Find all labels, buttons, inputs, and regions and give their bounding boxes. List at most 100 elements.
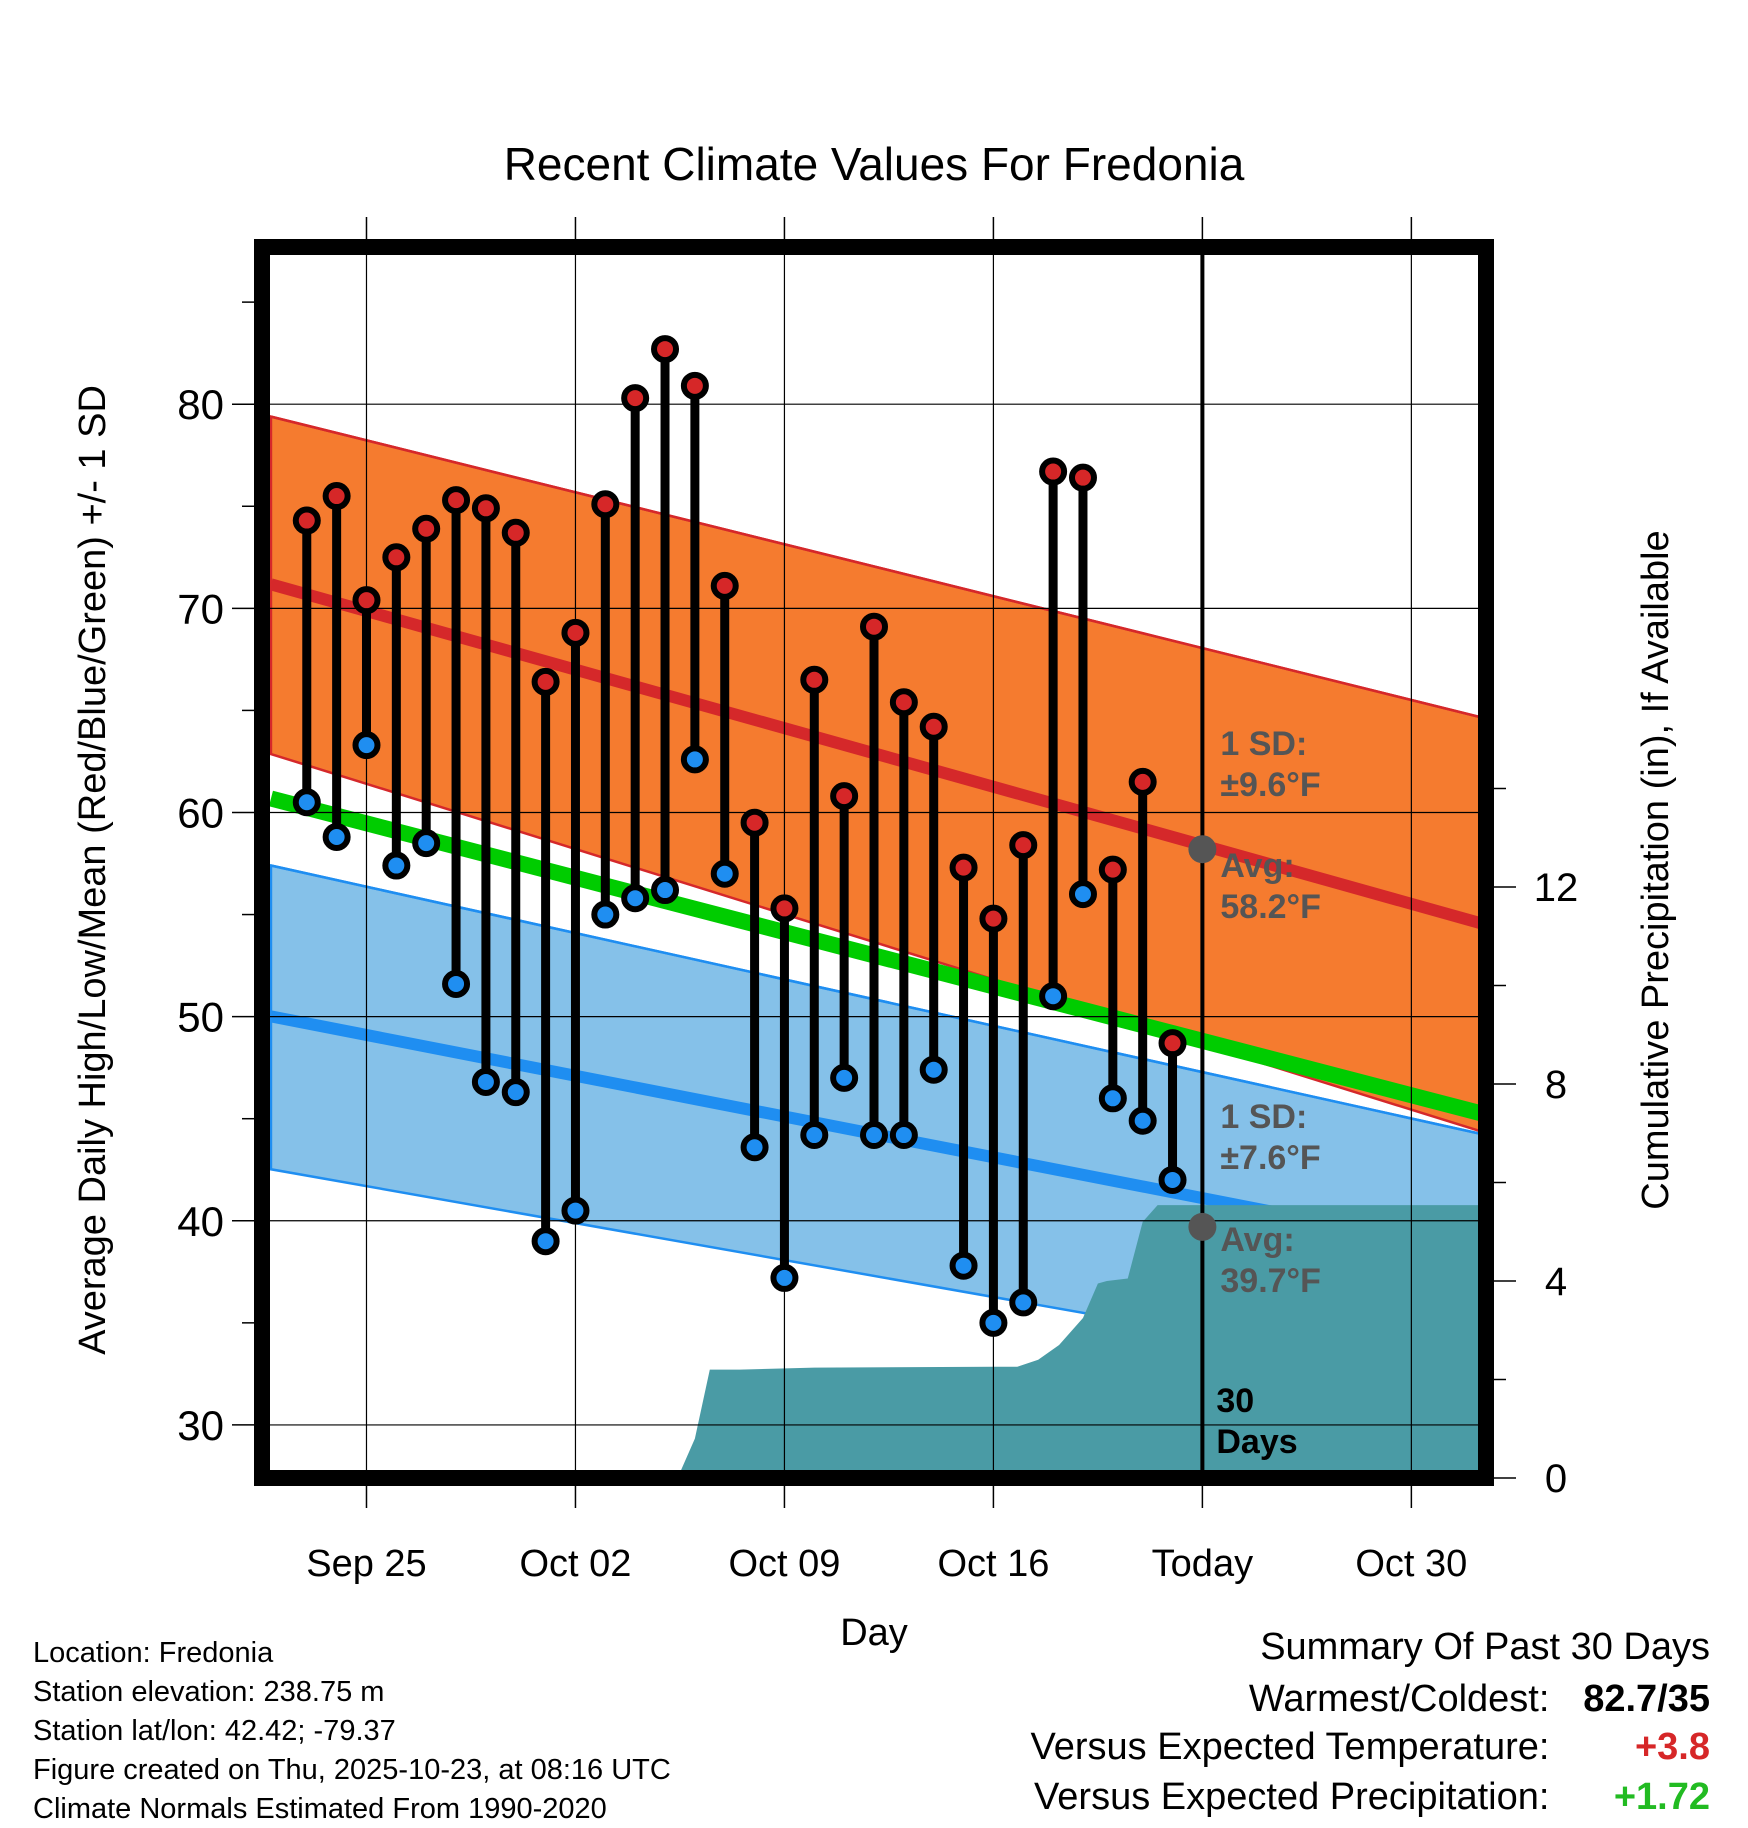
x-tick-label: Oct 16 — [937, 1543, 1049, 1585]
temp-label: Versus Expected Temperature: — [1030, 1726, 1550, 1768]
daily-high-point — [889, 688, 918, 717]
daily-high-point — [1128, 767, 1157, 796]
y-right-tick-label: 8 — [1545, 1063, 1567, 1107]
daily-low-point — [1009, 1288, 1038, 1317]
daily-low-point — [949, 1251, 978, 1280]
daily-low-point — [501, 1078, 530, 1107]
daily-high-point — [830, 782, 859, 811]
precip-row: Versus Expected Precipitation: +1.72 — [1034, 1776, 1710, 1819]
x-tick-label: Oct 09 — [728, 1543, 840, 1585]
today-low-avg-marker — [1188, 1212, 1217, 1241]
y-right-tick-label: 4 — [1545, 1260, 1567, 1304]
daily-low-point — [1098, 1084, 1127, 1113]
y-left-tick-label: 70 — [177, 585, 224, 632]
daily-low-point — [1068, 880, 1097, 909]
plot-area — [262, 247, 1486, 1478]
daily-high-point — [1158, 1029, 1187, 1058]
latlon-text: Station lat/lon: 42.42; -79.37 — [33, 1715, 396, 1747]
daily-low-point — [1039, 982, 1068, 1011]
daily-high-point — [322, 482, 351, 511]
precip-value: +1.72 — [1613, 1776, 1710, 1818]
daily-low-point — [442, 969, 471, 998]
daily-low-point — [919, 1055, 948, 1084]
daily-low-point — [651, 876, 680, 905]
period-unit: Days — [1216, 1423, 1297, 1461]
warm-cold-label: Warmest/Coldest: — [1248, 1678, 1550, 1720]
daily-high-point — [680, 371, 709, 400]
high-sd-label: 1 SD: — [1220, 725, 1307, 763]
daily-high-point — [561, 618, 590, 647]
chart-title: Recent Climate Values For Fredonia — [504, 138, 1245, 190]
summary-title: Summary Of Past 30 Days — [1260, 1626, 1710, 1668]
low-sd-label: 1 SD: — [1220, 1098, 1307, 1136]
daily-high-point — [1098, 855, 1127, 884]
y-right-tick-label: 0 — [1545, 1457, 1567, 1501]
x-tick-label: Sep 25 — [306, 1543, 426, 1585]
low-avg-value: 39.7°F — [1220, 1262, 1321, 1300]
daily-low-point — [770, 1263, 799, 1292]
precip-label: Versus Expected Precipitation: — [1034, 1776, 1550, 1818]
daily-high-point — [800, 665, 829, 694]
y-axis-right-label: Cumulative Precipitation (in), If Availa… — [1635, 530, 1677, 1209]
daily-high-point — [471, 494, 500, 523]
temp-value: +3.8 — [1634, 1726, 1710, 1768]
daily-high-point — [292, 506, 321, 535]
daily-low-point — [889, 1121, 918, 1150]
daily-low-point — [800, 1121, 829, 1150]
daily-high-point — [740, 808, 769, 837]
x-tick-label: Oct 30 — [1355, 1543, 1467, 1585]
daily-high-point — [1039, 457, 1068, 486]
daily-low-point — [979, 1308, 1008, 1337]
daily-high-point — [919, 712, 948, 741]
x-tick-label: Oct 02 — [519, 1543, 631, 1585]
daily-high-point — [949, 853, 978, 882]
high-band-upper-edge — [270, 415, 1486, 720]
low-avg-label: Avg: — [1220, 1221, 1294, 1259]
y-left-tick-label: 60 — [177, 789, 224, 836]
warm-cold-row: Warmest/Coldest: 82.7/35 — [1249, 1678, 1710, 1721]
daily-high-point — [352, 586, 381, 615]
low-sd-value: ±7.6°F — [1220, 1139, 1320, 1177]
today-high-avg-marker — [1188, 835, 1217, 864]
daily-high-point — [860, 612, 888, 641]
daily-high-point — [710, 571, 739, 600]
cumulative-precip-area — [297, 1205, 1486, 1478]
daily-high-point — [651, 335, 680, 364]
daily-low-point — [292, 788, 321, 817]
x-axis-label: Day — [840, 1612, 908, 1654]
created-text: Figure created on Thu, 2025-10-23, at 08… — [33, 1754, 671, 1786]
daily-high-point — [621, 384, 650, 413]
daily-high-point — [979, 904, 1008, 933]
daily-low-point — [621, 884, 650, 913]
daily-low-point — [561, 1196, 590, 1225]
plot-frame — [254, 239, 1494, 1486]
daily-high-point — [591, 490, 620, 519]
warm-cold-value: 82.7/35 — [1583, 1678, 1710, 1720]
daily-high-point — [442, 486, 471, 515]
y-left-tick-label: 40 — [177, 1198, 224, 1245]
x-tick-label: Today — [1152, 1543, 1253, 1585]
daily-high-point — [1068, 463, 1097, 492]
daily-high-point — [1009, 831, 1038, 860]
daily-low-point — [860, 1121, 888, 1150]
normals-text: Climate Normals Estimated From 1990-2020 — [33, 1793, 607, 1825]
high-avg-value: 58.2°F — [1220, 888, 1321, 926]
daily-low-point — [531, 1227, 560, 1256]
daily-low-point — [591, 900, 620, 929]
y-left-tick-label: 30 — [177, 1402, 224, 1449]
daily-low-point — [471, 1067, 500, 1096]
daily-low-point — [1128, 1106, 1157, 1135]
period-number: 30 — [1216, 1382, 1254, 1420]
daily-low-point — [680, 745, 709, 774]
daily-low-point — [412, 829, 441, 858]
y-left-tick-label: 80 — [177, 381, 224, 428]
daily-low-point — [710, 859, 739, 888]
daily-low-point — [740, 1133, 769, 1162]
daily-high-point — [531, 667, 560, 696]
daily-low-point — [1158, 1165, 1187, 1194]
daily-low-point — [322, 822, 351, 851]
y-left-tick-label: 50 — [177, 994, 224, 1041]
daily-high-point — [770, 894, 799, 923]
y-axis-left-label: Average Daily High/Low/Mean (Red/Blue/Gr… — [72, 385, 114, 1355]
